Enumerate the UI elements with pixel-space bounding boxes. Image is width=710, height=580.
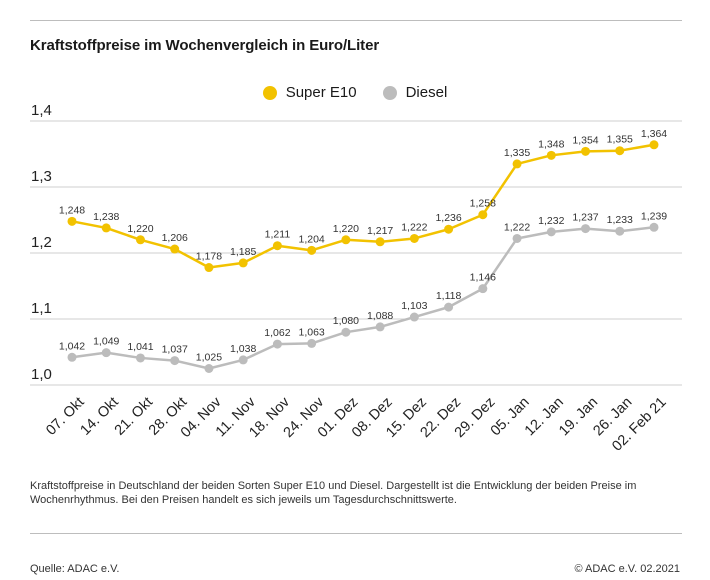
legend-item-diesel: Diesel [382,84,448,101]
data-point-diesel [238,355,248,365]
data-label-diesel: 1,233 [607,214,633,226]
data-point-diesel [512,233,522,243]
data-point-super-e10 [341,235,351,245]
data-label-super-e10: 1,335 [504,147,530,159]
data-label-super-e10: 1,348 [538,138,564,150]
legend-label-super-e10: Super E10 [285,84,357,101]
data-label-diesel: 1,080 [333,315,359,327]
data-labels: 1,248 1,238 1,220 1,206 1,178 1,185 1,211 1,204… [59,128,667,364]
data-point-super-e10 [272,241,282,251]
data-label-diesel: 1,062 [264,327,290,339]
data-point-diesel [272,339,282,349]
y-tick-label: 1,4 [31,102,52,119]
data-point-diesel [546,227,556,237]
data-label-diesel: 1,222 [504,221,530,233]
data-label-super-e10: 1,258 [470,198,496,210]
data-label-super-e10: 1,211 [265,229,291,241]
data-point-super-e10 [649,140,659,150]
legend-label-diesel: Diesel [405,84,448,101]
data-point-diesel [478,284,488,294]
y-tick-label: 1,1 [31,300,52,317]
series-line-diesel [71,226,655,370]
data-point-diesel [135,353,145,363]
data-label-super-e10: 1,178 [196,251,222,263]
data-point-diesel [341,327,351,337]
data-point-diesel [615,226,625,236]
data-label-diesel: 1,237 [572,212,598,224]
legend-marker-super-e10 [262,85,277,100]
line-chart: 1,0 1,1 1,2 1,3 1,4 1,248 1,238 1,220 1,206 1,17… [30,102,682,455]
data-label-diesel: 1,049 [93,336,119,348]
data-point-super-e10 [238,258,248,268]
data-point-super-e10 [204,263,214,273]
legend-item-super-e10: Super E10 [262,84,357,101]
data-point-diesel [307,338,317,348]
legend-marker-diesel [382,85,397,100]
data-point-diesel [444,302,454,312]
chart-note: Kraftstoffpreise in Deutschland der beid… [30,480,637,506]
data-label-diesel: 1,232 [538,215,564,227]
y-tick-label: 1,0 [31,366,52,383]
bottom-divider [30,533,682,534]
data-point-diesel [409,312,419,322]
data-point-diesel [204,364,214,373]
data-label-super-e10: 1,222 [401,221,427,233]
data-point-super-e10 [409,233,419,243]
data-point-diesel [581,224,591,234]
series-lines [67,140,659,373]
data-label-diesel: 1,146 [470,272,496,284]
y-axis-tick-labels: 1,0 1,1 1,2 1,3 1,4 [31,102,52,383]
data-point-super-e10 [615,146,625,156]
source-label: Quelle: ADAC e.V. [30,563,120,575]
chart-title: Kraftstoffpreise im Wochenvergleich in E… [30,37,380,54]
data-label-super-e10: 1,355 [607,134,633,146]
data-label-super-e10: 1,220 [127,223,153,235]
data-point-super-e10 [512,159,522,169]
data-label-diesel: 1,103 [401,300,427,312]
data-label-super-e10: 1,238 [93,211,119,223]
data-point-diesel [649,222,659,232]
data-label-diesel: 1,037 [162,344,188,356]
data-point-diesel [67,352,77,362]
data-label-super-e10: 1,204 [299,233,325,245]
series-line-super-e10 [71,143,655,269]
data-label-super-e10: 1,217 [367,225,393,237]
data-label-super-e10: 1,206 [162,232,188,244]
data-label-super-e10: 1,220 [333,223,359,235]
data-point-super-e10 [307,245,317,255]
data-label-diesel: 1,041 [127,341,153,353]
data-point-super-e10 [101,223,111,233]
gridlines [30,120,682,386]
top-divider [30,20,682,21]
data-label-super-e10: 1,185 [230,246,256,258]
data-point-super-e10 [135,235,145,245]
data-label-super-e10: 1,364 [641,128,667,140]
data-label-diesel: 1,025 [196,352,222,364]
data-point-diesel [101,348,111,358]
data-point-super-e10 [444,224,454,234]
data-label-super-e10: 1,248 [59,204,85,216]
data-point-super-e10 [170,244,180,254]
data-point-super-e10 [67,216,77,226]
data-label-diesel: 1,118 [436,290,462,302]
data-label-diesel: 1,239 [641,210,667,222]
data-point-diesel [375,322,385,332]
data-label-diesel: 1,063 [299,326,325,338]
data-point-diesel [170,356,180,366]
y-tick-label: 1,2 [31,234,52,251]
copyright-label: © ADAC e.V. 02.2021 [574,563,680,575]
data-point-super-e10 [581,146,591,156]
data-point-super-e10 [546,150,556,160]
data-label-super-e10: 1,354 [572,134,598,146]
data-label-super-e10: 1,236 [435,212,461,224]
data-label-diesel: 1,042 [59,340,85,352]
data-label-diesel: 1,088 [367,310,393,322]
legend: Super E10 Diesel [0,84,710,101]
data-label-diesel: 1,038 [230,343,256,355]
data-point-super-e10 [478,210,488,220]
y-tick-label: 1,3 [31,168,52,185]
data-point-super-e10 [375,237,385,247]
